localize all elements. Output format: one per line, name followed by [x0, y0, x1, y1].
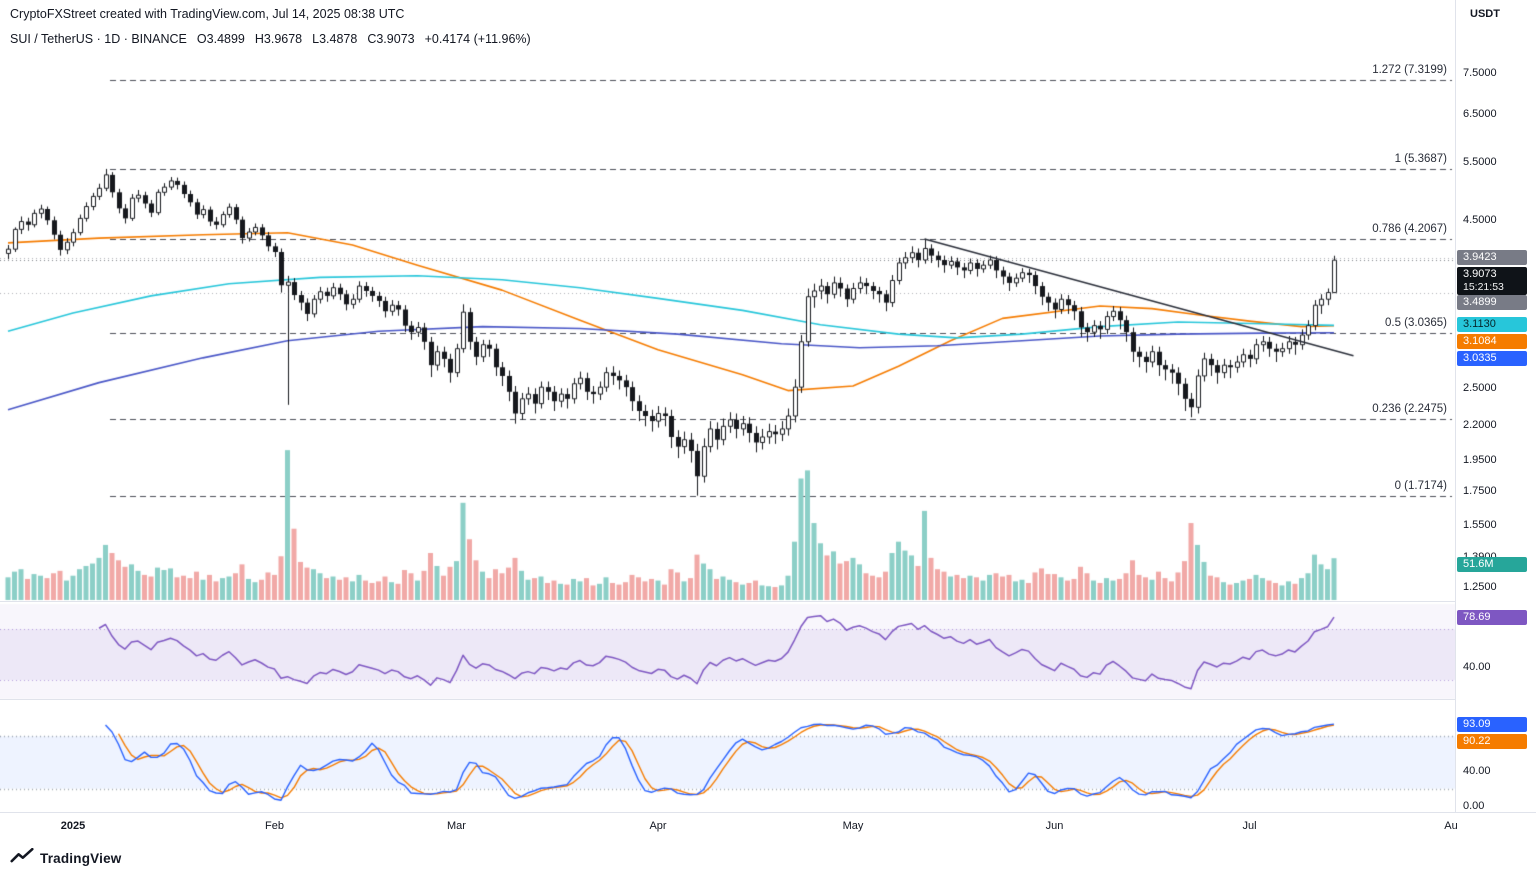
low-label: L [312, 32, 320, 46]
indicator-axis-label: 40.00 [1463, 765, 1491, 778]
price-axis-label: 6.5000 [1463, 108, 1497, 121]
time-axis[interactable]: 2025 Feb Mar Apr May Jun Jul Au [0, 813, 1536, 845]
price-level-badge: 3.4899 [1457, 294, 1527, 310]
price-axis-label: 2.2000 [1463, 418, 1497, 431]
tradingview-logo-text: TradingView [40, 851, 122, 866]
price-axis[interactable]: USDT 7.5000 6.5000 5.5000 4.5000 2.5000 2.200… [1456, 0, 1536, 812]
time-axis-separator [0, 812, 1536, 813]
watermark-text: CryptoFXStreet created with TradingView.… [10, 7, 405, 21]
time-axis-label: 2025 [60, 820, 86, 832]
symbol-title[interactable]: SUI / TetherUS · 1D · BINANCE [10, 32, 187, 46]
time-axis-label: Jul [1242, 820, 1257, 832]
pane-separator-rsi-stoch[interactable] [0, 699, 1536, 700]
ma-orange-value-badge: 3.1084 [1457, 334, 1527, 350]
price-axis-label: 1.2500 [1463, 581, 1497, 594]
price-axis-label: 5.5000 [1463, 156, 1497, 169]
fib-level-label[interactable]: 0.236 (2.2475) [1372, 402, 1447, 415]
time-axis-label: May [842, 820, 864, 832]
open-label: O [196, 32, 207, 46]
time-axis-label: Apr [649, 820, 667, 832]
indicator-axis-label: 40.00 [1463, 661, 1491, 674]
price-axis-label: 1.9500 [1463, 453, 1497, 466]
tradingview-logo-icon [10, 847, 34, 869]
price-axis-label: 4.5000 [1463, 213, 1497, 226]
tradingview-logo[interactable]: TradingView [10, 847, 122, 869]
open-value: 3.4899 [206, 32, 245, 46]
current-price-badge: 3.9073 15:21:53 [1457, 266, 1527, 295]
time-axis-label: Jun [1045, 820, 1064, 832]
price-axis-label: 1.7500 [1463, 484, 1497, 497]
price-axis-label: 7.5000 [1463, 67, 1497, 80]
price-axis-label: 2.5000 [1463, 382, 1497, 395]
quote-currency-label: USDT [1470, 8, 1500, 20]
fib-level-label[interactable]: 1 (5.3687) [1394, 153, 1447, 165]
stoch-d-value-badge: 90.22 [1457, 734, 1527, 749]
change-value: +0.4174 (+11.96%) [424, 32, 531, 46]
price-axis-label: 1.5500 [1463, 519, 1497, 532]
indicator-axis-label: 0.00 [1463, 800, 1485, 812]
close-label: C [367, 32, 377, 46]
time-axis-label: Mar [447, 820, 466, 832]
time-axis-label: Feb [265, 820, 284, 832]
ma-cyan-value-badge: 3.1130 [1457, 317, 1527, 333]
fib-level-label[interactable]: 0.5 (3.0365) [1384, 316, 1447, 329]
fib-level-label[interactable]: 1.272 (7.3199) [1372, 64, 1447, 77]
volume-value-badge: 51.6M [1457, 557, 1527, 573]
high-label: H [254, 32, 264, 46]
low-value: 3.4878 [319, 32, 358, 46]
price-level-badge: 3.9423 [1457, 249, 1527, 265]
time-axis-label: Au [1444, 820, 1458, 832]
price-chart-canvas[interactable] [0, 0, 1456, 845]
rsi-value-badge: 78.69 [1457, 610, 1527, 626]
high-value: 3.9678 [263, 32, 303, 46]
ma-blue-value-badge: 3.0335 [1457, 351, 1527, 367]
countdown-timer: 15:21:53 [1463, 280, 1504, 293]
stoch-k-value-badge: 93.09 [1457, 717, 1527, 732]
fib-level-label[interactable]: 0.786 (4.2067) [1372, 222, 1447, 235]
close-value: 3.9073 [376, 32, 415, 46]
price-axis-separator [1455, 0, 1456, 812]
pane-separator-volume-rsi[interactable] [0, 601, 1536, 602]
fib-level-label[interactable]: 0 (1.7174) [1394, 480, 1447, 493]
